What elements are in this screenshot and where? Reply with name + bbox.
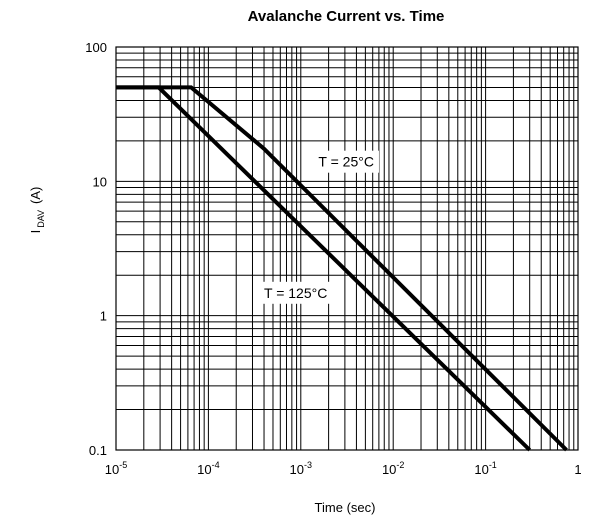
- y-axis-label: I DAV (A): [28, 187, 46, 234]
- series-label-background: [313, 150, 379, 173]
- y-ticks: 100 10 1 0.1: [85, 40, 107, 458]
- annotations: T = 25°C T = 125°C: [259, 150, 379, 304]
- svg-text:10-2: 10-2: [382, 460, 404, 477]
- y-tick-label: 0.1: [89, 443, 107, 458]
- y-tick-label: 10: [93, 174, 107, 189]
- x-tick-label: 10-1: [474, 460, 496, 477]
- x-tick-label: 10-4: [197, 460, 219, 477]
- svg-text:10-1: 10-1: [474, 460, 496, 477]
- svg-text:IDAV(A): I DAV (A): [28, 187, 46, 234]
- x-axis-label: Time (sec): [315, 500, 376, 515]
- x-ticks: 10-5 10-4 10-3 10-2 10-1 1: [105, 460, 582, 477]
- x-tick-label: 10-3: [290, 460, 312, 477]
- series-label-background: [259, 281, 333, 304]
- series-label-text: T = 25°C: [318, 154, 374, 170]
- svg-text:10-5: 10-5: [105, 460, 127, 477]
- series-label-text: T = 125°C: [264, 285, 327, 301]
- plot-frame: [115, 46, 579, 451]
- grid: [116, 47, 578, 450]
- series-label-1: T = 25°C: [313, 150, 379, 173]
- y-axis-label-main: I: [28, 230, 43, 234]
- y-axis-label-sub: DAV: [36, 210, 46, 228]
- svg-text:10-3: 10-3: [290, 460, 312, 477]
- svg-text:1: 1: [574, 462, 581, 477]
- series-line-2: [116, 85, 532, 452]
- series-line-1: [116, 85, 568, 452]
- svg-text:10-4: 10-4: [197, 460, 219, 477]
- chart-title: Avalanche Current vs. Time: [248, 8, 445, 25]
- x-tick-label: 10-2: [382, 460, 404, 477]
- series-label-2: T = 125°C: [259, 281, 333, 304]
- curves: [116, 85, 568, 452]
- y-tick-label: 100: [85, 40, 107, 55]
- y-axis-label-unit: (A): [28, 187, 43, 204]
- x-tick-label: 1: [574, 462, 581, 477]
- y-tick-label: 1: [100, 309, 107, 324]
- x-tick-label: 10-5: [105, 460, 127, 477]
